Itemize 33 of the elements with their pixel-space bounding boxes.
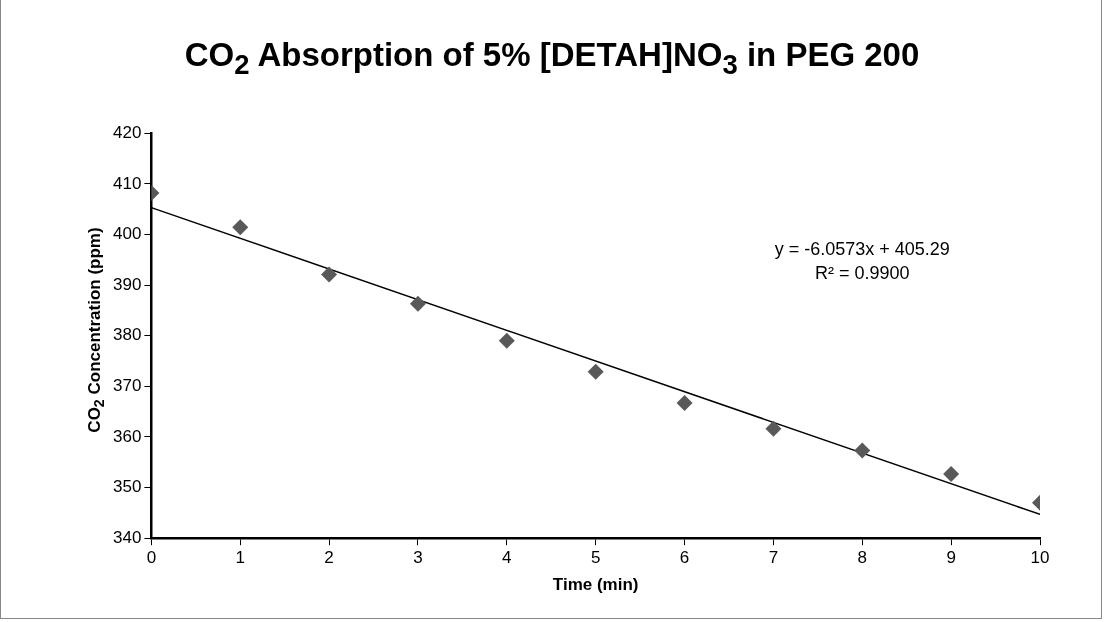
x-tick-label: 1 — [235, 548, 245, 568]
x-tick-label: 6 — [679, 548, 690, 568]
point — [321, 266, 338, 283]
y-tick-label: 370 — [112, 376, 142, 396]
y-tick-label: 360 — [112, 426, 142, 446]
point — [587, 363, 604, 380]
y-tick-label: 410 — [112, 173, 142, 193]
x-axis-title: Time (min) — [552, 575, 639, 595]
annotation: y = -6.0573x + 405.29 — [774, 238, 950, 259]
y-tick-label: 400 — [112, 224, 142, 244]
chart-title: CO$_{2}$ Absorption of 5% [DETAH]NO$_{3}$ in PEG 200 — [183, 36, 921, 81]
point — [409, 295, 426, 312]
y-tick-label: 340 — [112, 527, 142, 547]
point — [232, 219, 249, 236]
y-tick-label: 390 — [112, 274, 142, 294]
x-tick-label: 2 — [324, 548, 334, 568]
x-tick-label: 3 — [413, 548, 423, 568]
point — [676, 395, 693, 412]
x-tick-label: 4 — [502, 548, 512, 568]
x-tick-label: 7 — [768, 548, 779, 568]
y-tick-label: 420 — [112, 122, 142, 142]
x-tick-label: 0 — [146, 548, 157, 568]
y-tick-label: 380 — [112, 325, 142, 345]
x-tick-label: 5 — [590, 548, 601, 568]
x-tick-label: 8 — [857, 548, 868, 568]
y-tick-label: 350 — [112, 477, 142, 497]
x-tick-label: 10 — [1030, 548, 1050, 568]
point — [765, 420, 782, 437]
point — [943, 465, 960, 482]
annotation: R² = 0.9900 — [814, 262, 910, 283]
x-tick-label: 9 — [946, 548, 956, 568]
point — [498, 332, 515, 349]
point — [854, 442, 871, 459]
